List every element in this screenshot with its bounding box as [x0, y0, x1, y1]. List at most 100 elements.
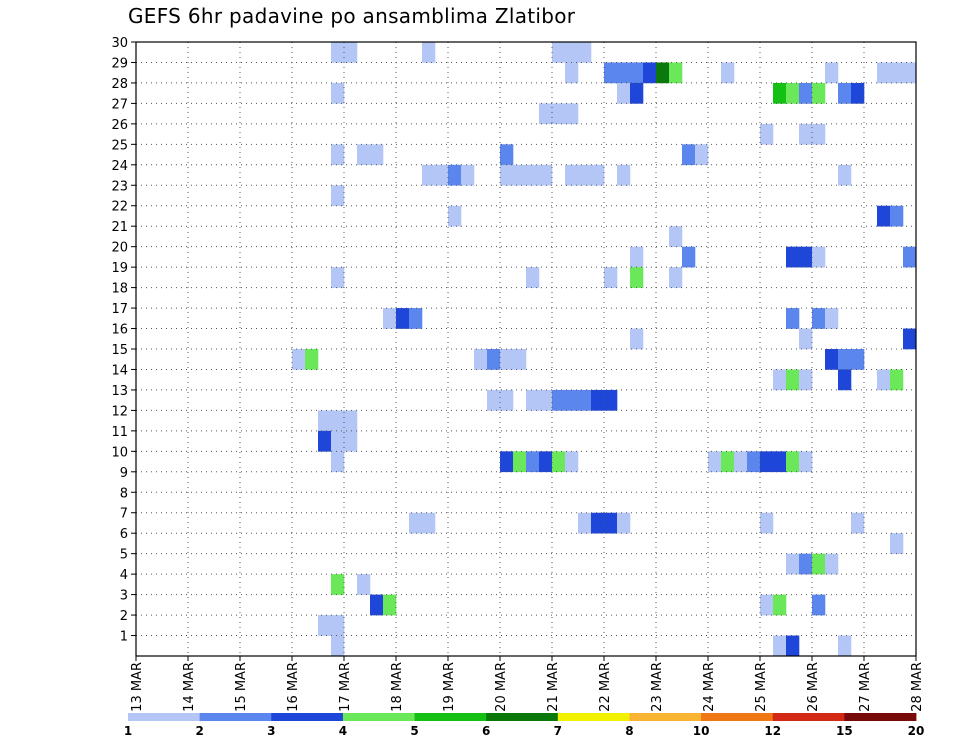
- heatmap-cell: [318, 430, 332, 452]
- heatmap-cell: [331, 410, 345, 432]
- heatmap-cell: [773, 635, 787, 657]
- colorbar-label: 15: [836, 724, 853, 738]
- colorbar-segment: [629, 713, 702, 721]
- heatmap-cell: [331, 635, 345, 657]
- heatmap-cell: [773, 82, 787, 104]
- heatmap-cell: [851, 512, 865, 534]
- x-tick-label: 23 MAR: [650, 662, 665, 712]
- heatmap-cell: [890, 533, 904, 554]
- colorbar-label: 12: [764, 724, 781, 738]
- heatmap-cell: [877, 205, 891, 227]
- heatmap-cell: [825, 553, 839, 575]
- heatmap-cell: [448, 205, 462, 227]
- y-tick-label: 22: [111, 200, 128, 215]
- x-tick-label: 22 MAR: [598, 662, 613, 712]
- heatmap-cell: [292, 349, 306, 370]
- heatmap-cell: [552, 42, 566, 63]
- heatmap-cell: [799, 246, 813, 268]
- heatmap-cell: [565, 103, 579, 125]
- heatmap-cell: [383, 308, 397, 329]
- heatmap-cell: [370, 144, 384, 166]
- heatmap-cell: [877, 369, 891, 391]
- x-tick-label: 27 MAR: [858, 662, 873, 712]
- heatmap-cell: [513, 451, 527, 473]
- grid-lines: [136, 42, 916, 656]
- y-tick-label: 18: [111, 282, 128, 297]
- heatmap-cell: [357, 144, 371, 166]
- y-tick-label: 9: [120, 466, 128, 481]
- heatmap-cell: [526, 267, 540, 288]
- heatmap-cell: [708, 451, 722, 473]
- heatmap-cell: [786, 82, 800, 104]
- heatmap-cell: [383, 594, 397, 616]
- heatmap-cell: [838, 164, 852, 186]
- y-tick-label: 3: [120, 589, 128, 604]
- colorbar-label: 1: [124, 724, 132, 738]
- heatmap-cell: [604, 512, 618, 534]
- heatmap-cell: [604, 62, 618, 84]
- heatmap-cell: [669, 267, 683, 288]
- heatmap-cell: [357, 574, 371, 595]
- colorbar-segment: [701, 713, 774, 721]
- y-tick-label: 15: [111, 343, 128, 358]
- heatmap-cell: [565, 389, 579, 411]
- x-tick-label: 19 MAR: [442, 662, 457, 712]
- colorbar-label: 20: [908, 724, 925, 738]
- y-tick-label: 13: [111, 384, 128, 399]
- colorbar-label: 8: [625, 724, 633, 738]
- heatmap-cell: [539, 164, 553, 186]
- heatmap-cell: [812, 308, 826, 329]
- heatmap-cell: [682, 144, 696, 166]
- colorbar-label: 4: [339, 724, 347, 738]
- heatmap-cell: [812, 82, 826, 104]
- heatmap-cell: [604, 389, 618, 411]
- y-tick-label: 2: [120, 609, 128, 624]
- x-axis: 13 MAR 14 MAR 15 MAR 16 MAR 17 MAR 18 MAR 19 M…: [130, 656, 925, 712]
- heatmap-cell: [591, 512, 605, 534]
- x-tick-label: 26 MAR: [806, 662, 821, 712]
- heatmap-cell: [877, 62, 891, 84]
- colorbar-segment: [271, 713, 344, 721]
- x-tick-label: 28 MAR: [910, 662, 925, 712]
- heatmap-cell: [903, 328, 917, 350]
- heatmap-cell: [409, 512, 423, 534]
- x-tick-label: 21 MAR: [546, 662, 561, 712]
- heatmap-cell: [812, 123, 826, 145]
- y-axis: 1234567891011121314151617181920212223242…: [111, 36, 136, 645]
- heatmap-cell: [799, 553, 813, 575]
- heatmap-cell: [760, 123, 774, 145]
- y-tick-label: 20: [111, 241, 128, 256]
- heatmap-cell: [500, 349, 514, 370]
- heatmap-cell: [630, 82, 644, 104]
- heatmap-cell: [617, 62, 631, 84]
- heatmap-cell: [487, 389, 501, 411]
- heatmap-cell: [331, 574, 345, 595]
- x-tick-label: 20 MAR: [494, 662, 509, 712]
- colorbar-label: 2: [195, 724, 203, 738]
- heatmap-cells: [292, 42, 917, 657]
- heatmap-cell: [617, 82, 631, 104]
- heatmap-cell: [539, 389, 553, 411]
- heatmap-cell: [812, 246, 826, 268]
- heatmap-cell: [786, 246, 800, 268]
- heatmap-cell: [890, 205, 904, 227]
- colorbar-segment: [199, 713, 272, 721]
- heatmap-cell: [526, 164, 540, 186]
- x-tick-label: 17 MAR: [338, 662, 353, 712]
- heatmap-cell: [838, 82, 852, 104]
- heatmap-cell: [461, 164, 475, 186]
- heatmap-cell: [799, 369, 813, 391]
- y-tick-label: 30: [111, 36, 128, 51]
- heatmap-cell: [539, 451, 553, 473]
- heatmap-cell: [903, 246, 917, 268]
- heatmap-cell: [552, 103, 566, 125]
- heatmap-cell: [890, 62, 904, 84]
- colorbar-label: 10: [693, 724, 710, 738]
- heatmap-cell: [825, 62, 839, 84]
- heatmap-cell: [747, 451, 761, 473]
- heatmap-cell: [305, 349, 319, 370]
- y-tick-label: 17: [111, 302, 128, 317]
- colorbar-segment: [414, 713, 487, 721]
- heatmap-cell: [773, 594, 787, 616]
- heatmap-cell: [331, 451, 345, 473]
